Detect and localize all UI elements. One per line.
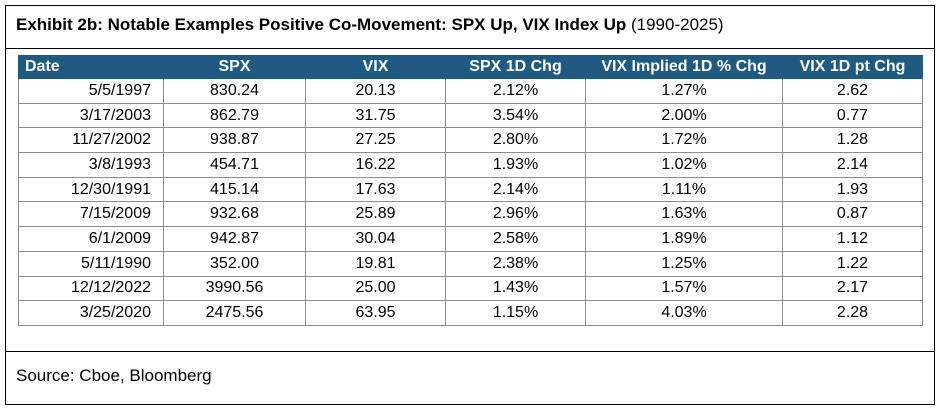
column-header: VIX [305,55,446,79]
table-row: 3/25/2020 2475.56 63.95 1.15% 4.03% 2.28 [18,300,923,326]
table-cell: 20.13 [305,78,446,104]
table-cell: 1.28 [782,127,923,154]
table-cell: 1.63% [585,201,783,228]
table-cell: 942.87 [163,226,306,252]
table-cell: 2.58% [445,226,586,252]
table-cell: 5/11/1990 [18,250,164,277]
table-cell: 4.03% [585,300,783,326]
title: Exhibit 2b: Notable Examples Positive Co… [16,15,724,35]
divider [6,351,934,352]
table-row: 3/8/1993 454.71 16.22 1.93% 1.02% 2.14 [18,152,923,178]
table-row: 3/17/2003 862.79 31.75 3.54% 2.00% 0.77 [18,102,923,129]
data-table: Date SPX VIX SPX 1D Chg VIX Implied 1D % Chg… [18,55,923,326]
table-cell: 352.00 [163,250,306,277]
table-cell: 830.24 [163,78,306,104]
table-cell: 2.14% [445,176,586,203]
exhibit-frame: Exhibit 2b: Notable Examples Positive Co… [5,5,935,405]
divider [6,48,934,49]
title-period: (1990-2025) [630,15,724,34]
table-cell: 2.17 [782,275,923,302]
table-cell: 7/15/2009 [18,201,164,228]
table-cell: 1.27% [585,78,783,104]
table-cell: 17.63 [305,176,446,203]
table-cell: 12/12/2022 [18,275,164,302]
table-cell: 1.02% [585,152,783,178]
table-cell: 1.25% [585,250,783,277]
title-main: Exhibit 2b: Notable Examples Positive Co… [16,15,627,34]
table-cell: 25.00 [305,275,446,302]
table-cell: 3/25/2020 [18,300,164,326]
table-row: 5/11/1990 352.00 19.81 2.38% 1.25% 1.22 [18,250,923,277]
table-cell: 25.89 [305,201,446,228]
table-cell: 31.75 [305,102,446,129]
table-cell: 3/17/2003 [18,102,164,129]
table-cell: 16.22 [305,152,446,178]
table-cell: 415.14 [163,176,306,203]
table-cell: 932.68 [163,201,306,228]
table-cell: 19.81 [305,250,446,277]
table-cell: 2.28 [782,300,923,326]
table-cell: 454.71 [163,152,306,178]
table-cell: 1.89% [585,226,783,252]
table-cell: 1.43% [445,275,586,302]
table-cell: 30.04 [305,226,446,252]
table-cell: 3990.56 [163,275,306,302]
table-row: 12/12/2022 3990.56 25.00 1.43% 1.57% 2.17 [18,275,923,302]
table-cell: 6/1/2009 [18,226,164,252]
table-cell: 12/30/1991 [18,176,164,203]
table-cell: 2.38% [445,250,586,277]
column-header: VIX Implied 1D % Chg [585,55,783,79]
table-cell: 27.25 [305,127,446,154]
table-cell: 3/8/1993 [18,152,164,178]
table-cell: 862.79 [163,102,306,129]
table-cell: 11/27/2002 [18,127,164,154]
table-cell: 1.12 [782,226,923,252]
table-cell: 2.96% [445,201,586,228]
column-header: Date [18,55,164,79]
table-cell: 1.57% [585,275,783,302]
table-cell: 5/5/1997 [18,78,164,104]
table-cell: 1.93% [445,152,586,178]
table-row: 11/27/2002 938.87 27.25 2.80% 1.72% 1.28 [18,127,923,154]
table-cell: 63.95 [305,300,446,326]
table-cell: 1.11% [585,176,783,203]
table-cell: 0.87 [782,201,923,228]
table-cell: 2.80% [445,127,586,154]
header-row: Date SPX VIX SPX 1D Chg VIX Implied 1D % Chg… [18,55,923,79]
table-row: 5/5/1997 830.24 20.13 2.12% 1.27% 2.62 [18,78,923,104]
table-cell: 3.54% [445,102,586,129]
column-header: SPX [163,55,306,79]
table-cell: 1.22 [782,250,923,277]
table-cell: 0.77 [782,102,923,129]
table-cell: 938.87 [163,127,306,154]
table-cell: 2.12% [445,78,586,104]
table-cell: 1.72% [585,127,783,154]
table-cell: 2.00% [585,102,783,129]
table-body: 5/5/1997 830.24 20.13 2.12% 1.27% 2.62 3/17/20… [18,78,923,326]
table-cell: 1.15% [445,300,586,326]
table-cell: 2.62 [782,78,923,104]
column-header: VIX 1D pt Chg [782,55,923,79]
table-row: 12/30/1991 415.14 17.63 2.14% 1.11% 1.93 [18,176,923,203]
table-cell: 1.93 [782,176,923,203]
table-row: 7/15/2009 932.68 25.89 2.96% 1.63% 0.87 [18,201,923,228]
source-note: Source: Cboe, Bloomberg [16,366,212,385]
table-cell: 2475.56 [163,300,306,326]
table-row: 6/1/2009 942.87 30.04 2.58% 1.89% 1.12 [18,226,923,252]
table-cell: 2.14 [782,152,923,178]
column-header: SPX 1D Chg [445,55,586,79]
